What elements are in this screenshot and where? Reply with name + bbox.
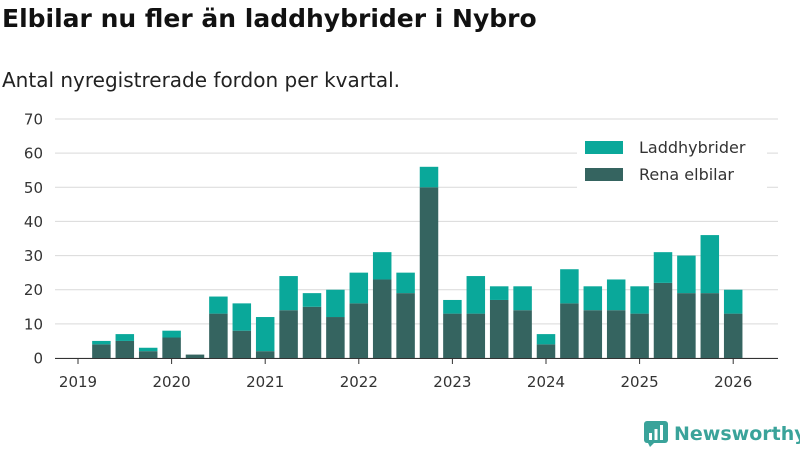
x-tick-label: 2026: [714, 373, 752, 391]
bar-hybrid: [419, 166, 439, 188]
x-tick-label: 2025: [621, 373, 659, 391]
legend-swatch: [585, 141, 623, 154]
bar-hybrid: [162, 330, 181, 338]
bars: [92, 166, 743, 358]
bar-hybrid: [560, 269, 579, 304]
bar-electric: [606, 310, 626, 358]
bar-electric: [630, 313, 649, 358]
x-tick-label: 2022: [340, 373, 378, 391]
bar-hybrid: [536, 334, 556, 345]
bar-hybrid: [489, 286, 509, 300]
x-axis: 2019 2020 2021 2022 2023 2024 2025 2026: [55, 358, 778, 391]
bar-hybrid: [372, 252, 392, 280]
bar-hybrid: [630, 286, 649, 314]
bar-hybrid: [677, 255, 696, 294]
bar-hybrid: [583, 286, 603, 311]
y-tick-label: 60: [24, 145, 43, 163]
bar-electric: [723, 313, 743, 358]
bar-electric: [372, 279, 392, 358]
brand-logo: Newsworthy: [644, 420, 800, 448]
x-tick-label: 2020: [153, 373, 191, 391]
bar-electric: [583, 310, 603, 358]
bar-hybrid: [326, 289, 345, 318]
x-tick-label: 2019: [59, 373, 97, 391]
bar-electric: [209, 313, 228, 358]
bar-hybrid: [396, 272, 415, 294]
bar-hybrid: [349, 272, 369, 304]
bar-hybrid: [606, 279, 626, 311]
bar-electric: [396, 293, 415, 358]
bar-electric: [489, 299, 509, 358]
bar-electric: [185, 354, 205, 358]
legend-label: Laddhybrider: [639, 138, 746, 157]
y-tick-label: 20: [24, 281, 43, 299]
bar-electric: [466, 313, 486, 358]
bar-electric: [700, 293, 720, 358]
x-tick-label: 2024: [527, 373, 565, 391]
bar-hybrid: [653, 252, 673, 283]
bar-electric: [653, 282, 673, 358]
bar-electric: [92, 344, 111, 358]
bar-electric: [536, 344, 556, 358]
bar-hybrid: [466, 276, 486, 314]
brand-name: Newsworthy: [674, 423, 800, 445]
bar-electric: [560, 303, 579, 358]
bar-electric: [279, 310, 298, 358]
bar-hybrid: [138, 347, 158, 352]
y-tick-label: 40: [24, 213, 43, 231]
bar-hybrid: [279, 276, 298, 311]
y-tick-label: 70: [24, 111, 43, 129]
bar-hybrid: [232, 303, 252, 331]
chart-title: Elbilar nu fler än laddhybrider i Nybro: [2, 4, 537, 33]
y-tick-label: 50: [24, 179, 43, 197]
legend-swatch: [585, 168, 623, 181]
bar-electric: [677, 293, 696, 358]
bar-hybrid: [92, 340, 111, 345]
bar-hybrid: [209, 296, 228, 314]
bar-electric: [138, 351, 158, 358]
y-tick-label: 30: [24, 247, 43, 265]
legend-label: Rena elbilar: [639, 165, 734, 184]
bar-hybrid: [302, 293, 322, 307]
bar-electric: [513, 310, 532, 358]
bar-hybrid: [513, 286, 532, 311]
y-tick-label: 10: [24, 315, 43, 333]
y-axis-labels: 0 10 20 30 40 50 60 70: [24, 111, 43, 368]
bar-electric: [162, 337, 181, 358]
bar-electric: [349, 303, 369, 358]
bar-hybrid: [443, 299, 462, 314]
bar-chart-logo-icon: [644, 421, 668, 447]
bar-electric: [232, 330, 252, 358]
bar-electric: [115, 340, 135, 358]
bar-hybrid: [700, 235, 720, 294]
bar-hybrid: [255, 317, 275, 352]
chart-subtitle: Antal nyregistrerade fordon per kvartal.: [2, 68, 401, 92]
bar-electric: [326, 317, 345, 358]
x-tick-label: 2021: [246, 373, 284, 391]
legend: Laddhybrider Rena elbilar: [577, 129, 767, 191]
bar-electric: [419, 187, 439, 358]
x-tick-label: 2023: [433, 373, 471, 391]
bar-electric: [443, 313, 462, 358]
bar-hybrid: [723, 289, 743, 314]
bar-electric: [255, 351, 275, 358]
bar-electric: [302, 306, 322, 358]
y-tick-label: 0: [33, 350, 43, 368]
bar-hybrid: [115, 334, 135, 341]
